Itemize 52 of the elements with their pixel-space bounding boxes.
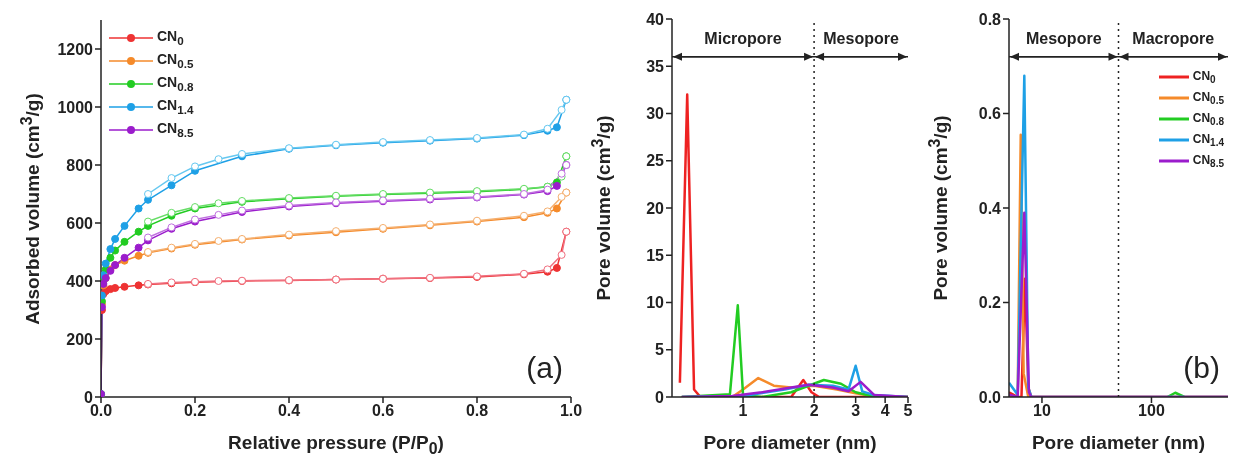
legend-label: CN$_{8.5}$	[1192, 153, 1224, 170]
y-tick-label: 0.0	[978, 388, 1002, 406]
x-tick-label: 100	[1138, 402, 1165, 420]
y-tick-label: 0.8	[978, 10, 1002, 28]
y-tick-label: 10	[646, 294, 665, 312]
annotation: Micropore	[704, 29, 782, 47]
legend-label: CN$_{0}$	[1192, 69, 1216, 86]
x-tick-label: 4	[880, 402, 890, 420]
x-tick-label: 2	[809, 402, 819, 420]
annotation: (b)	[1183, 351, 1220, 384]
y-tick-label: 25	[646, 152, 665, 170]
x-axis-title: Pore diameter (nm)	[1031, 432, 1206, 453]
y-tick-label: 40	[646, 10, 665, 28]
x-tick-label: 5	[903, 402, 913, 420]
y-tick-label: 5	[655, 341, 665, 359]
x-axis-title: Pore diameter (nm)	[703, 432, 877, 453]
x-tick-label: 3	[851, 402, 861, 420]
y-tick-label: 0.6	[978, 105, 1002, 123]
y-tick-label: 200	[66, 330, 94, 348]
x-tick-label: 10	[1033, 402, 1051, 420]
y-tick-label: 0.4	[978, 199, 1002, 217]
legend-label: CN$_{1.4}$	[1192, 132, 1224, 149]
legend-label: CN$_{0.5}$	[157, 51, 194, 70]
legend-label: CN$_{0.8}$	[1192, 111, 1224, 128]
y-tick-label: 800	[66, 156, 94, 174]
y-tick-label: 600	[66, 214, 94, 232]
annotation: (a)	[526, 351, 563, 384]
legend-label: CN$_{1.4}$	[157, 97, 194, 116]
x-tick-label: 0.0	[89, 402, 113, 420]
y-tick-label: 15	[646, 246, 665, 264]
y-tick-label: 0.2	[978, 294, 1002, 312]
legend-label: CN$_{0}$	[157, 28, 184, 47]
legend-label: CN$_{0.8}$	[157, 74, 194, 93]
annotation: Mesopore	[823, 29, 899, 47]
y-tick-label: 400	[66, 272, 94, 290]
y-tick-label: 35	[646, 57, 665, 75]
annotation: Mesopore	[1025, 29, 1102, 47]
y-tick-label: 1000	[57, 98, 94, 116]
y-tick-label: 1200	[57, 40, 94, 58]
x-tick-label: 0.8	[465, 402, 489, 420]
x-tick-label: 1	[738, 402, 748, 420]
annotation: Macropore	[1132, 29, 1215, 47]
legend-label: CN$_{8.5}$	[157, 120, 194, 139]
y-tick-label: 30	[646, 105, 665, 123]
y-tick-label: 0	[655, 388, 665, 406]
x-tick-label: 1.0	[559, 402, 583, 420]
legend-label: CN$_{0.5}$	[1192, 90, 1224, 107]
x-tick-label: 0.2	[183, 402, 207, 420]
x-tick-label: 0.4	[277, 402, 301, 420]
x-tick-label: 0.6	[371, 402, 395, 420]
y-tick-label: 20	[646, 199, 665, 217]
x-axis-title: Relative pressure (P/P$_{0}$)	[228, 432, 444, 457]
